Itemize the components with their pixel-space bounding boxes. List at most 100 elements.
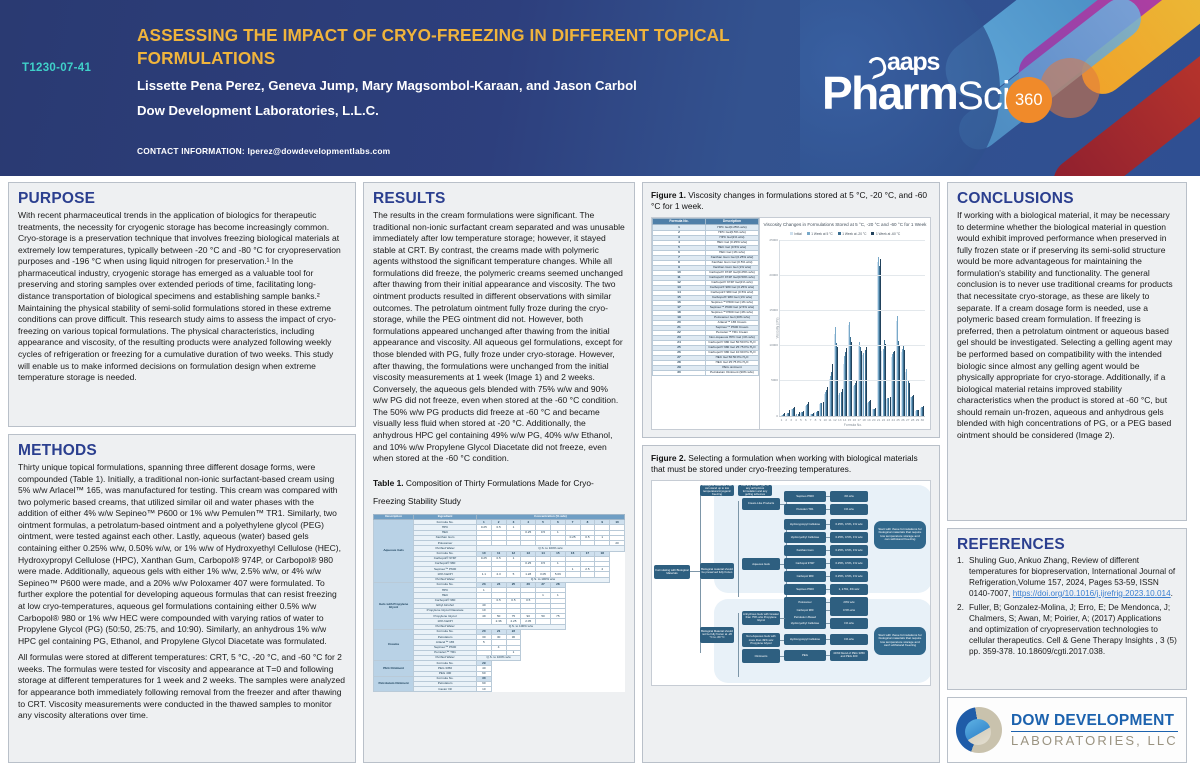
table1-empty-cell xyxy=(506,681,521,687)
table1-empty-cell xyxy=(609,660,625,666)
chart-x-tick: 18 xyxy=(862,417,866,422)
chart-bar xyxy=(815,411,817,416)
flow-connector xyxy=(738,500,739,597)
chart-x-tick: 25 xyxy=(896,417,900,422)
table1-empty-cell xyxy=(565,681,581,687)
chart-bar xyxy=(853,384,855,416)
purpose-panel: PURPOSE With recent pharmaceutical trend… xyxy=(8,182,356,427)
table1-empty-cell xyxy=(506,660,521,666)
flow-concentration: 0.25%, 0.5%, 1% w/w xyxy=(830,531,868,543)
flow-concentration: 20% w/w xyxy=(830,596,868,608)
chart-bar xyxy=(911,396,913,416)
dow-logo: DOW DEVELOPMENT LABORATORIES, LLC xyxy=(947,697,1187,763)
conclusions-body: If working with a biological material, i… xyxy=(957,210,1173,440)
contact-info: CONTACT INFORMATION: lperez@dowdevelopme… xyxy=(137,146,390,156)
chart-bar xyxy=(806,405,807,416)
table1-empty-cell xyxy=(594,639,610,645)
legend-label: 1 Week at -20 °C xyxy=(842,231,867,236)
table1-empty-cell xyxy=(506,686,521,692)
dow-wordmark: DOW DEVELOPMENT LABORATORIES, LLC xyxy=(1011,713,1178,747)
table1-empty-cell xyxy=(565,645,581,651)
table1-empty-cell xyxy=(609,577,625,583)
chart-bar xyxy=(862,355,864,416)
chart-bar xyxy=(821,402,823,416)
chart-bar xyxy=(819,404,821,416)
table1-text: Composition of Thirty Formulations Made … xyxy=(373,477,594,506)
table1-empty-cell xyxy=(565,582,581,588)
flow-connector xyxy=(826,610,830,611)
flow-branch-c: Biological Material should not be fully … xyxy=(700,626,734,643)
table1-empty-cell xyxy=(520,686,536,692)
chart-bar-group xyxy=(890,240,896,416)
chart-gridline xyxy=(780,309,925,311)
chart-bar xyxy=(901,349,903,416)
poster-id: T1230-07-41 xyxy=(22,62,92,74)
chart-bar xyxy=(788,413,789,416)
table1-empty-cell xyxy=(565,676,581,682)
table1-empty-cell xyxy=(594,655,610,661)
chart-bar-group xyxy=(914,240,920,416)
legend-item: 1 Week at 5 °C xyxy=(806,232,833,236)
chart-bar-group xyxy=(843,240,848,416)
reference-text: Fuller, B; Gonzalez-Molina, J; Erro, E; … xyxy=(969,602,1177,656)
flow-group: Cream-Like Products xyxy=(742,497,780,510)
aaps-wordmark: aaps xyxy=(887,48,940,76)
chart-bar xyxy=(913,395,915,416)
flow-connector xyxy=(826,602,830,603)
chart-bar xyxy=(804,406,806,416)
aaps-pharmsci360-logo: aaps Pharm Sci 360 xyxy=(800,0,1200,176)
table1-empty-cell xyxy=(609,587,625,593)
flow-item: Xanthan Gum xyxy=(784,544,826,556)
chart-bar xyxy=(888,397,890,416)
aaps-brand: aaps Pharm Sci 360 xyxy=(822,48,1052,127)
chart-bar xyxy=(919,407,921,416)
table1-empty-cell xyxy=(520,671,536,677)
flow-item: Hydroxypropyl Cellulose xyxy=(784,633,826,645)
flow-connector xyxy=(826,623,830,624)
table1-empty-cell xyxy=(506,671,521,677)
formula-legend-rows: 1 HPC Gel(0.25% w/w) 2 HPC Gel(0.5% w/w) 3 HP… xyxy=(652,224,759,376)
chart-bar xyxy=(914,410,916,416)
flow-connector xyxy=(826,537,830,538)
table1-description: Creams xyxy=(372,628,415,662)
table1-label: Table 1. xyxy=(373,477,404,488)
table-row: Gels with Propylene Glycol Formula No. 23 2… xyxy=(372,581,625,630)
chart-bar xyxy=(895,321,897,416)
chart-bar xyxy=(850,336,852,416)
poster-body: PURPOSE With recent pharmaceutical trend… xyxy=(0,176,1200,769)
chart-x-tick: 27 xyxy=(906,417,910,422)
table1-description: Gels with Propylene Glycol xyxy=(372,581,415,630)
table1-empty-cell xyxy=(609,618,625,625)
reference-doi-link[interactable]: https://doi.org/10.1016/j.ijrefrig.2023.… xyxy=(1012,588,1171,598)
table1-empty-cell xyxy=(580,598,595,604)
chart-bar xyxy=(790,409,792,416)
chart-bar-group xyxy=(852,240,857,416)
purpose-body: With recent pharmaceutical trends in the… xyxy=(18,210,341,383)
chart-bar-group xyxy=(814,240,819,416)
chart-bar xyxy=(843,364,845,416)
flow-connector xyxy=(780,656,786,657)
flow-connector xyxy=(826,589,830,590)
chart-x-tick: 24 xyxy=(891,417,895,422)
chart-bar-group xyxy=(881,240,886,416)
chart-x-tick: 11 xyxy=(828,417,832,422)
chart-gridline xyxy=(780,380,925,382)
table1-empty-cell xyxy=(594,665,610,672)
chart-bar xyxy=(816,411,818,416)
table1-empty-cell xyxy=(609,624,625,630)
chart-bar xyxy=(870,400,872,416)
chart-bar xyxy=(825,391,826,416)
legend-label: 1 Week at -60 °C xyxy=(875,231,901,236)
flow-item: Sepineo P600 xyxy=(784,490,826,502)
reference-text: Shuling Guo, Ankuo Zhang, Review of diff… xyxy=(969,556,1176,598)
chart-y-axis-label: Viscosity (cPs) xyxy=(775,317,780,338)
table1-empty-cell xyxy=(580,634,595,640)
chart-x-tick: 4 xyxy=(795,417,797,422)
table1-empty-cell xyxy=(609,582,625,588)
table1-empty-cell xyxy=(565,629,581,635)
chart-bar xyxy=(781,414,782,416)
table1-empty-cell xyxy=(565,665,581,672)
viscosity-chart: Viscosity Changes in Formulations Stored… xyxy=(760,218,930,429)
sci-wordmark: Sci xyxy=(957,73,1011,118)
table1-empty-cell xyxy=(565,587,581,593)
